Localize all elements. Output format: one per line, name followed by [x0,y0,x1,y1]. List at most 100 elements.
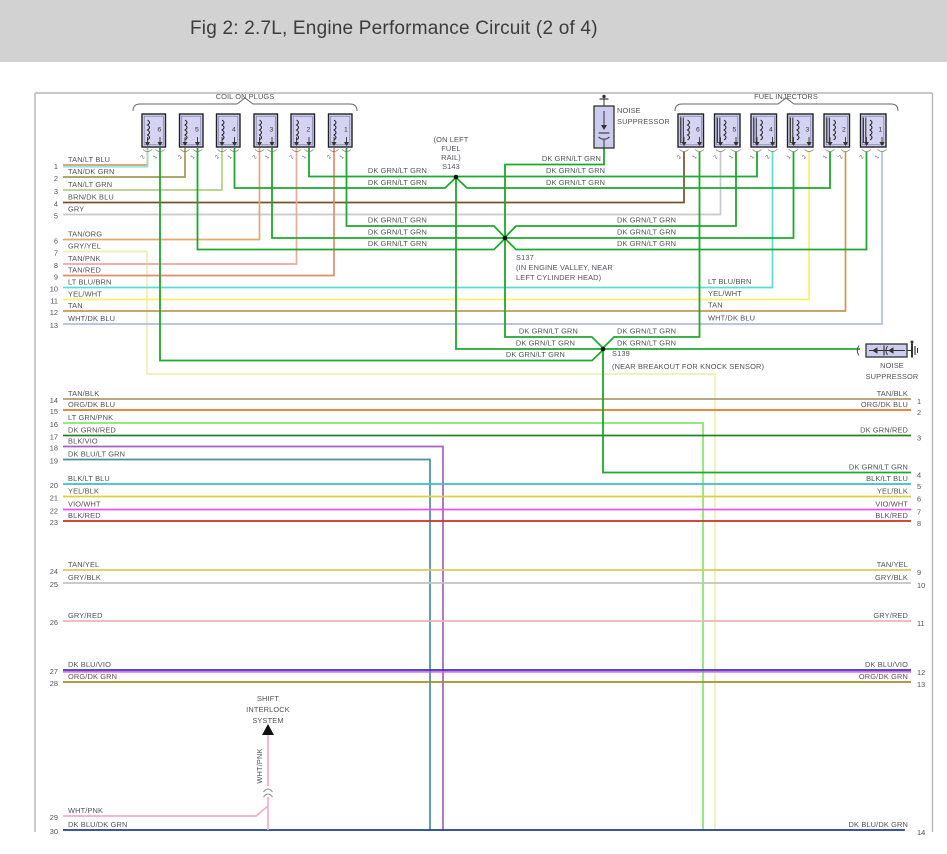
wire-tan-red [63,148,335,277]
row-number-left: 8 [54,261,58,270]
coil-number: 2 [307,127,311,134]
wire-dk-grn-lt-grn-ns1-s137-s139-inj6 [504,148,701,350]
break-icon [263,793,273,798]
wire-label-mid-lt-blu-brn: LT BLU/BRN [708,277,752,286]
injector-number: 1 [879,127,883,134]
wire-label-right-vio-wht: VIO/WHT [875,500,908,509]
wire-label-dk-blu-dk-grn: DK BLU/DK GRN [68,820,127,829]
pin-number: 1 [339,154,346,160]
up-arrow-icon [262,724,274,735]
wire-label-org-dk-grn: ORG/DK GRN [68,672,117,681]
diagram-panel [0,62,947,854]
row-number-right: 3 [917,434,921,443]
coil-6 [141,113,167,152]
wire-label-right-org-dk-grn: ORG/DK GRN [859,672,908,681]
wire-label-dk-grn-lt-grn: DK GRN/LT GRN [617,216,676,225]
wire-label-dk-grn-lt-grn: DK GRN/LT GRN [516,339,575,348]
group-label-coil-on-plugs: COIL ON PLUGS [216,92,275,101]
row-number-left: 17 [50,433,58,442]
wire-label-wht-dk-blu: WHT/DK BLU [68,314,115,323]
brace-coil-on-plugs [132,97,358,112]
wire-label-right-tan-blk: TAN/BLK [877,389,908,398]
wire-lt-grn-pnk [63,422,704,830]
group-label-fuel-injectors: FUEL INJECTORS [754,92,818,101]
row-number-left: 22 [50,507,58,516]
wire-dk-grn-lt-grn-s137-feed-e [271,148,795,239]
row-number-left: 14 [50,396,58,405]
wire-label-dk-grn-lt-grn: DK GRN/LT GRN [617,239,676,248]
row-number-left: 25 [50,580,58,589]
coil-4 [215,113,241,152]
row-number-left: 6 [54,237,58,246]
row-number-right: 12 [917,668,925,677]
row-number-left: 20 [50,481,58,490]
pin-number: 2 [765,154,772,160]
row-number-right: 2 [917,408,921,417]
pin-number: 1 [190,154,197,160]
row-number-left: 11 [50,297,58,306]
wire-label-org-dk-blu: ORG/DK BLU [68,400,115,409]
wire-tan-org [63,148,261,241]
wire-label-right-dk-grn-red: DK GRN/RED [860,426,908,435]
row-number-left: 21 [50,494,58,503]
row-number-left: 26 [50,618,58,627]
brace-fuel-injectors [674,97,899,112]
pin-number: 1 [227,154,234,160]
wire-label-dk-grn-lt-grn: DK GRN/LT GRN [519,327,578,336]
splice-dot-s137 [502,235,508,241]
pin-number: 1 [728,154,735,160]
wire-label-tan: TAN [68,301,83,310]
wire-label-right-yel-blk: YEL/BLK [877,487,908,496]
row-number-right: 4 [917,471,921,480]
wire-blk-vio [63,445,444,830]
wire-label-mid-wht-dk-blu: WHT/DK BLU [708,314,755,323]
wire-label-right-gry-blk: GRY/BLK [875,573,908,582]
row-number-left: 4 [54,200,58,209]
pin-number: 2 [177,154,184,160]
wire-label-gry-yel: GRY/YEL [68,242,101,251]
wire-tan-lt-blu-trace [63,149,149,168]
pin-number: 2 [801,154,808,160]
splice-label-s143: FUEL [441,144,461,153]
wire-label-wht-pnk-vertical: WHT/PNK [255,748,264,783]
wire-label-right-gry-red: GRY/RED [873,611,908,620]
pin-number: 1 [152,154,159,160]
row-number-left: 5 [54,212,58,221]
wire-label-mid-tan: TAN [708,301,723,310]
wire-label-tan-lt-grn: TAN/LT GRN [68,180,112,189]
pin-number: 1 [786,154,793,160]
wire-label-blk-lt-blu: BLK/LT BLU [68,474,110,483]
row-number-right: 11 [917,619,925,628]
figure-title: Fig 2: 2.7L, Engine Performance Circuit … [190,18,598,39]
row-number-left: 10 [50,285,58,294]
wire-label-brn-dk-blu: BRN/DK BLU [68,193,114,202]
row-number-left: 7 [54,249,58,258]
wire-label-gry: GRY [68,205,84,214]
antenna-icon [602,94,606,99]
coil-3 [253,113,279,152]
row-number-left: 18 [50,444,58,453]
wire-label-yel-wht: YEL/WHT [68,290,102,299]
noise-suppressor-label: SUPPRESSOR [866,372,919,381]
wire-tan-dk-grn [63,148,186,178]
wire-dk-grn-lt-grn-s143-to-s139-to-ns2 [455,176,860,350]
wire-gry [63,152,722,216]
wire-label-right-blk-lt-blu: BLK/LT BLU [866,474,908,483]
break-icon [263,788,273,793]
coil-2 [290,113,316,152]
splice-label-s139: (NEAR BREAKOUT FOR KNOCK SENSOR) [612,362,764,371]
splice-dot-s143 [453,174,459,180]
wire-label-dk-grn-lt-grn: DK GRN/LT GRN [617,327,676,336]
wire-label-wht-pnk: WHT/PNK [68,806,103,815]
wire-label-dk-blu-lt-grn: DK BLU/LT GRN [68,450,125,459]
splice-label-s143: (ON LEFT [434,135,469,144]
noise-suppressor-label: SUPPRESSOR [617,117,670,126]
pin-number: 2 [140,154,147,160]
splice-label-s143: S143 [442,162,460,171]
row-number-right: 6 [917,495,921,504]
wire-label-dk-grn-lt-grn: DK GRN/LT GRN [368,239,427,248]
splice-label-s137: LEFT CYLINDER HEAD) [516,273,601,282]
injector-4 [750,113,778,152]
